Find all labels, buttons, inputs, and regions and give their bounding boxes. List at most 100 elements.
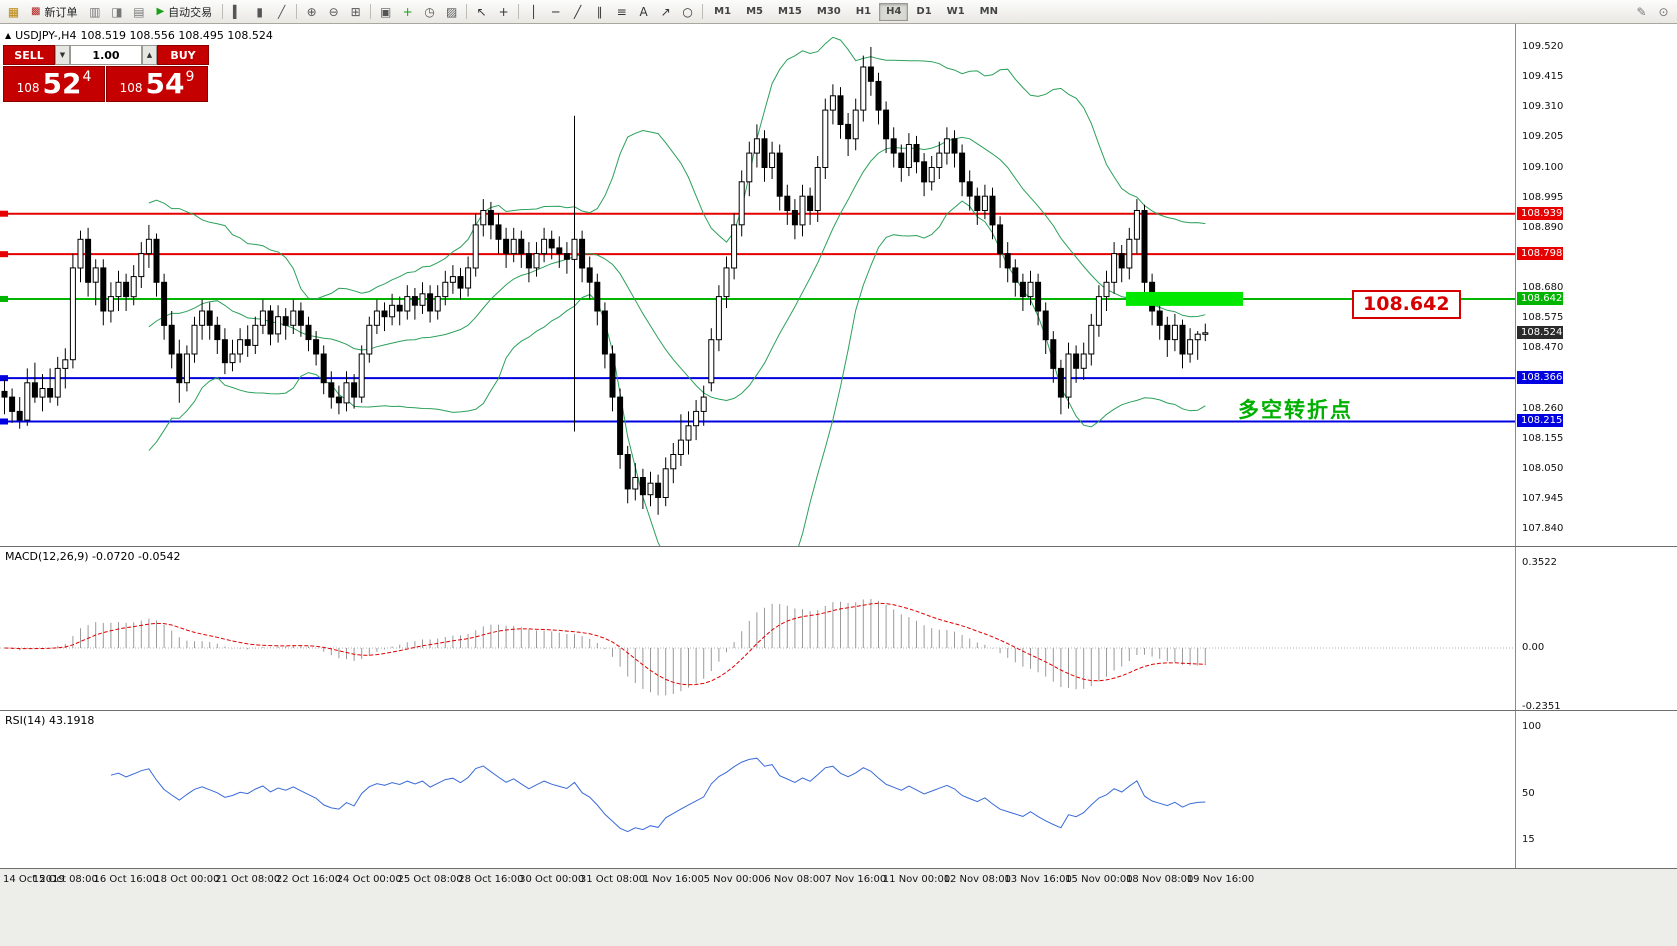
timeframe-button-w1[interactable]: W1 <box>946 5 965 17</box>
sell-price-prefix: 108 <box>16 81 40 95</box>
fibonacci-icon[interactable]: ≡ <box>616 4 627 19</box>
price-marker-108.215: 108.215 <box>1517 414 1563 428</box>
autotrading-button[interactable]: ▶ 自动交易 <box>150 2 218 22</box>
trendline-icon[interactable]: ╱ <box>574 4 582 19</box>
price-level-callout[interactable]: 108.642 <box>1352 290 1461 319</box>
time-tick: 22 Oct 16:00 <box>275 874 342 885</box>
main-toolbar: ▦ ▩ 新订单 ▥ ◨ ▤ ▶ 自动交易 ▍ ▮ ╱ ⊕ ⊖ ⊞ ▣ + ◷ ▨ ↖ + │ ─ ╱ ∥ ≡ A ↗ ○ M1 M5 M15… <box>0 0 1677 24</box>
cursor-icon[interactable]: ↖ <box>476 4 487 19</box>
price-chart-panel[interactable]: ▲ USDJPY-,H4 108.519 108.556 108.495 108… <box>0 24 1677 546</box>
zoom-out-icon[interactable]: ⊖ <box>328 4 339 19</box>
shapes-icon[interactable]: ○ <box>682 4 693 19</box>
time-tick: 19 Nov 16:00 <box>1186 874 1255 885</box>
horizontal-line-icon[interactable]: ─ <box>552 4 560 19</box>
price-chart-plot[interactable] <box>0 24 1515 546</box>
rsi-tick: 100 <box>1522 721 1542 732</box>
symbol-ohlc: 108.519 108.556 108.495 108.524 <box>80 29 273 42</box>
time-tick: 7 Nov 16:00 <box>825 874 887 885</box>
toolbar-separator <box>296 4 298 19</box>
macd-axis[interactable]: 0.3522 0.00 -0.2351 <box>1515 547 1677 712</box>
price-tick: 108.050 <box>1522 462 1564 474</box>
timeframe-button-d1[interactable]: D1 <box>916 5 932 17</box>
timeframe-button-m15[interactable]: M15 <box>778 5 802 17</box>
macd-plot[interactable] <box>0 547 1515 710</box>
time-axis[interactable]: 14 Oct 2019 15 Oct 08:00 16 Oct 16:00 18 Oc… <box>0 868 1677 890</box>
rsi-axis[interactable]: 100 50 15 <box>1515 711 1677 868</box>
indicators-icon[interactable]: + <box>402 4 413 19</box>
macd-panel[interactable]: MACD(12,26,9) -0.0720 -0.0542 0.3522 0.00… <box>0 546 1677 712</box>
time-tick: 21 Oct 08:00 <box>215 874 281 885</box>
rsi-label: RSI(14) 43.1918 <box>5 714 95 727</box>
text-label-icon[interactable]: A <box>639 4 648 19</box>
zoom-in-icon[interactable]: ⊕ <box>306 4 317 19</box>
line-chart-icon[interactable]: ╱ <box>278 4 286 19</box>
data-window-icon[interactable]: ◨ <box>111 4 123 19</box>
price-tick: 109.520 <box>1522 40 1564 52</box>
autotrading-button-label: 自动交易 <box>168 5 213 19</box>
volume-increase-button[interactable]: ▲ <box>142 45 157 65</box>
buy-price-prefix: 108 <box>119 81 143 95</box>
terminal-icon[interactable]: ▦ <box>7 4 20 19</box>
new-order-button[interactable]: ▩ 新订单 <box>25 2 83 22</box>
price-marker-108.524: 108.524 <box>1517 325 1563 339</box>
bar-chart-icon[interactable]: ▍ <box>233 4 243 19</box>
macd-tick: -0.2351 <box>1522 701 1561 712</box>
time-tick: 15 Nov 00:00 <box>1065 874 1133 885</box>
feedback-icon[interactable]: ✎ <box>1636 4 1647 19</box>
timeframe-button-m5[interactable]: M5 <box>746 5 763 17</box>
templates-icon[interactable]: ▨ <box>445 4 458 19</box>
timeframe-button-m1[interactable]: M1 <box>714 5 732 17</box>
time-tick: 15 Oct 08:00 <box>32 874 98 885</box>
price-tick: 109.100 <box>1522 161 1564 173</box>
price-tick: 108.155 <box>1522 432 1564 444</box>
time-tick: 31 Oct 08:00 <box>579 874 646 885</box>
price-axis[interactable]: 109.520 109.415 109.310 109.205 109.100 108.9… <box>1515 24 1677 546</box>
timeframe-button-h1[interactable]: H1 <box>855 5 872 17</box>
symbol-header: ▲ USDJPY-,H4 108.519 108.556 108.495 108… <box>5 29 273 42</box>
sell-button[interactable]: SELL <box>3 45 55 65</box>
crosshair-icon[interactable]: + <box>498 4 509 19</box>
market-watch-icon[interactable]: ▥ <box>89 4 101 19</box>
price-tick: 108.260 <box>1522 402 1564 414</box>
turning-point-annotation[interactable]: 多空转折点 <box>1238 398 1353 422</box>
sell-price-pip: 4 <box>82 69 92 85</box>
periods-icon[interactable]: ◷ <box>424 4 435 19</box>
search-icon[interactable]: ⊙ <box>1658 4 1669 19</box>
time-tick: 18 Oct 00:00 <box>154 874 220 885</box>
time-tick: 18 Nov 08:00 <box>1125 874 1194 885</box>
candlestick-chart-icon[interactable]: ▮ <box>256 4 263 19</box>
sell-price-big: 52 <box>42 67 82 100</box>
rsi-plot[interactable] <box>0 711 1515 868</box>
price-marker-108.366: 108.366 <box>1517 371 1563 385</box>
timeframe-button-h4[interactable]: H4 <box>879 2 909 21</box>
buy-price-box[interactable]: 108 54 9 <box>106 66 208 102</box>
price-tick: 108.575 <box>1522 312 1564 324</box>
channel-icon[interactable]: ∥ <box>596 4 603 19</box>
macd-label: MACD(12,26,9) -0.0720 -0.0542 <box>5 550 181 563</box>
new-order-button-label: 新订单 <box>44 5 78 19</box>
new-order-icon: ▩ <box>31 6 41 17</box>
toolbar-separator <box>222 4 224 19</box>
volume-decrease-button[interactable]: ▼ <box>55 45 70 65</box>
time-tick: 11 Nov 00:00 <box>882 874 951 885</box>
toolbar-separator <box>370 4 372 19</box>
timeframe-button-m30[interactable]: M30 <box>816 5 841 17</box>
auto-arrange-icon[interactable]: ▣ <box>379 4 392 19</box>
vertical-line-icon[interactable]: │ <box>530 4 538 19</box>
time-tick: 30 Oct 00:00 <box>519 874 585 885</box>
arrows-icon[interactable]: ↗ <box>660 4 671 19</box>
sell-price-box[interactable]: 108 52 4 <box>3 66 105 102</box>
collapse-triangle-icon[interactable]: ▲ <box>5 31 12 40</box>
time-tick: 14 Oct 2019 <box>3 874 65 885</box>
price-tick: 108.680 <box>1522 282 1564 294</box>
tile-windows-icon[interactable]: ⊞ <box>350 4 361 19</box>
price-tick: 109.310 <box>1522 101 1564 113</box>
price-tick: 107.840 <box>1522 523 1564 535</box>
navigator-icon[interactable]: ▤ <box>133 4 145 19</box>
rsi-panel[interactable]: RSI(14) 43.1918 100 50 15 <box>0 710 1677 868</box>
timeframe-button-mn[interactable]: MN <box>979 5 998 17</box>
volume-input[interactable] <box>70 45 142 65</box>
time-tick: 25 Oct 08:00 <box>397 874 463 885</box>
buy-button[interactable]: BUY <box>157 45 209 65</box>
toolbar-separator <box>466 4 468 19</box>
